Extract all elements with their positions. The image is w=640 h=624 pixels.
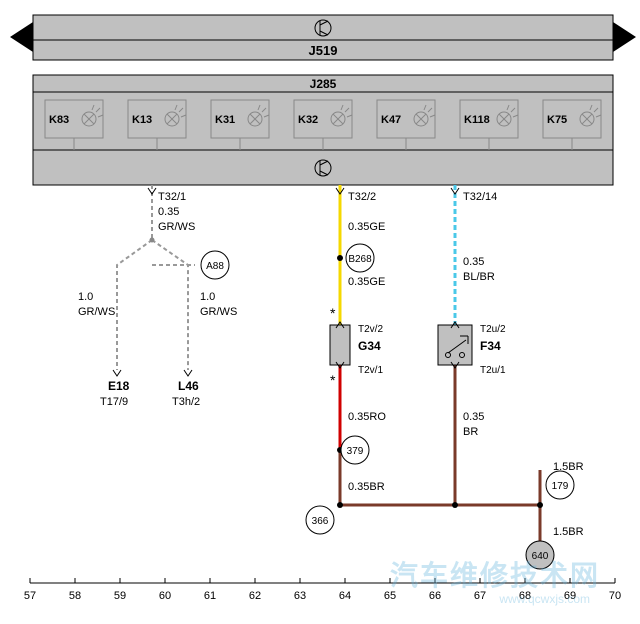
svg-text:GR/WS: GR/WS [78,306,115,318]
svg-text:62: 62 [249,590,261,602]
svg-text:GR/WS: GR/WS [158,221,195,233]
svg-text:*: * [330,372,336,388]
svg-text:0.35RO: 0.35RO [348,411,386,423]
svg-text:64: 64 [339,590,351,602]
svg-text:E18: E18 [108,379,130,393]
svg-text:T32/2: T32/2 [348,191,376,203]
svg-text:379: 379 [347,446,364,457]
svg-text:T2u/2: T2u/2 [480,324,506,335]
svg-text:70: 70 [609,590,621,602]
svg-text:0.35: 0.35 [463,256,484,268]
svg-text:58: 58 [69,590,81,602]
j285-label: J285 [310,77,337,91]
svg-text:K31: K31 [215,114,235,126]
svg-text:K13: K13 [132,114,152,126]
wiring-diagram: J519 J285 K83 K13 K31 K32 K47 K118 K75 G34 T2v… [0,0,640,624]
svg-text:0.35: 0.35 [463,411,484,423]
svg-text:366: 366 [312,516,329,527]
svg-text:0.35GE: 0.35GE [348,276,385,288]
svg-text:57: 57 [24,590,36,602]
svg-text:T32/14: T32/14 [463,191,497,203]
j519-label: J519 [309,43,338,58]
svg-text:59: 59 [114,590,126,602]
svg-text:1.5BR: 1.5BR [553,526,584,538]
svg-text:K118: K118 [464,114,490,126]
svg-text:0.35: 0.35 [158,206,179,218]
svg-text:T32/1: T32/1 [158,191,186,203]
svg-text:179: 179 [552,481,569,492]
svg-text:1.5BR: 1.5BR [553,461,584,473]
svg-text:0.35GE: 0.35GE [348,221,385,233]
svg-text:GR/WS: GR/WS [200,306,237,318]
svg-text:K75: K75 [547,114,567,126]
svg-text:T3h/2: T3h/2 [172,396,200,408]
svg-text:1.0: 1.0 [78,291,93,303]
connection-points: A88B268379366179640 [201,244,574,569]
svg-text:B268: B268 [348,254,372,265]
svg-text:T2v/1: T2v/1 [358,365,383,376]
watermark-main: 汽车维修技术网 [390,554,600,594]
svg-text:K47: K47 [381,114,401,126]
svg-text:61: 61 [204,590,216,602]
svg-text:T2u/1: T2u/1 [480,365,506,376]
svg-text:1.0: 1.0 [200,291,215,303]
block-j519: J519 [10,15,636,60]
svg-text:60: 60 [159,590,171,602]
svg-text:0.35BR: 0.35BR [348,481,385,493]
svg-text:K32: K32 [298,114,318,126]
diagram-svg: J519 J285 K83 K13 K31 K32 K47 K118 K75 G34 T2v… [0,0,640,624]
component-g34: G34 T2v/2 T2v/1 [330,322,383,376]
svg-text:A88: A88 [206,261,224,272]
block-j285: J285 [33,75,613,185]
wire-group [117,185,540,560]
svg-text:F34: F34 [480,339,501,353]
svg-text:BL/BR: BL/BR [463,271,495,283]
svg-text:63: 63 [294,590,306,602]
svg-text:T2v/2: T2v/2 [358,324,383,335]
svg-text:L46: L46 [178,379,199,393]
svg-text:BR: BR [463,426,478,438]
component-f34: F34 T2u/2 T2u/1 [438,322,506,376]
svg-text:T17/9: T17/9 [100,396,128,408]
svg-text:K83: K83 [49,114,69,126]
svg-text:*: * [330,305,336,321]
svg-text:G34: G34 [358,339,381,353]
watermark-sub: www.qcwxjs.com [499,592,590,606]
